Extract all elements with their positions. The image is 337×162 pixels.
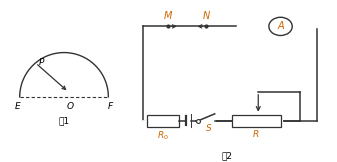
Text: 图2: 图2 [222, 151, 233, 160]
Text: O: O [66, 102, 73, 110]
Bar [147, 115, 179, 127]
Text: 图1: 图1 [58, 117, 70, 126]
Text: $R_0$: $R_0$ [157, 130, 168, 142]
Text: S: S [206, 124, 211, 133]
Text: R: R [253, 130, 259, 139]
Text: E: E [14, 102, 20, 110]
Text: N: N [203, 11, 210, 21]
Text: A: A [277, 21, 284, 31]
Text: F: F [108, 102, 113, 110]
Text: M: M [164, 11, 172, 21]
Text: P: P [39, 58, 44, 67]
Circle shape [269, 17, 292, 35]
Bar [232, 115, 280, 127]
